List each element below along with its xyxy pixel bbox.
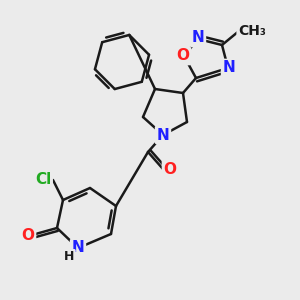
Text: O: O (176, 49, 190, 64)
Text: H: H (64, 250, 74, 263)
Text: Cl: Cl (35, 172, 51, 188)
Text: N: N (72, 241, 84, 256)
Text: O: O (164, 161, 176, 176)
Text: O: O (22, 227, 34, 242)
Text: CH₃: CH₃ (238, 24, 266, 38)
Text: N: N (223, 61, 236, 76)
Text: N: N (192, 31, 204, 46)
Text: N: N (157, 128, 169, 142)
